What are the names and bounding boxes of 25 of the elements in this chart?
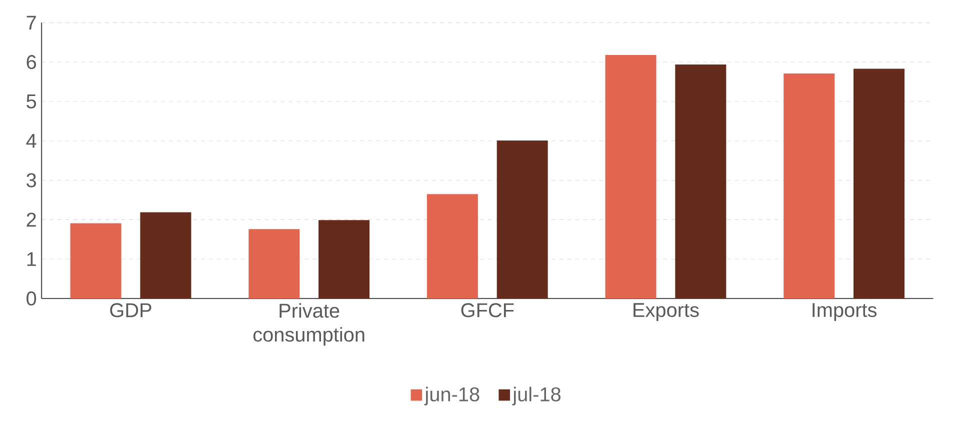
x-tick-label: Exports xyxy=(634,303,699,322)
x-tick-label: Imports xyxy=(812,303,877,322)
bar xyxy=(675,64,726,299)
y-tick-label: 7 xyxy=(26,16,36,30)
bar xyxy=(854,68,905,299)
bar xyxy=(70,223,122,299)
x-tick-label: GFCF xyxy=(461,303,514,318)
bar xyxy=(605,55,656,299)
bar xyxy=(496,140,548,299)
y-tick-label: 1 xyxy=(27,252,36,266)
y-tick-label: 3 xyxy=(26,173,36,188)
y-tick-label: 2 xyxy=(26,212,36,227)
x-tick-label: Private consumption xyxy=(253,303,364,346)
bar xyxy=(140,212,192,299)
legend-label: jun-18 xyxy=(424,386,480,406)
y-tick-label: 0 xyxy=(26,292,36,306)
legend-label: jul-18 xyxy=(512,386,561,406)
bar xyxy=(248,229,300,299)
bar xyxy=(318,220,370,299)
x-tick-label: GDP xyxy=(110,303,152,318)
y-tick-label: 5 xyxy=(26,94,36,109)
y-tick-label: 4 xyxy=(26,134,36,148)
bar xyxy=(784,74,835,299)
y-tick-label: 6 xyxy=(26,55,36,70)
bar xyxy=(426,194,478,299)
